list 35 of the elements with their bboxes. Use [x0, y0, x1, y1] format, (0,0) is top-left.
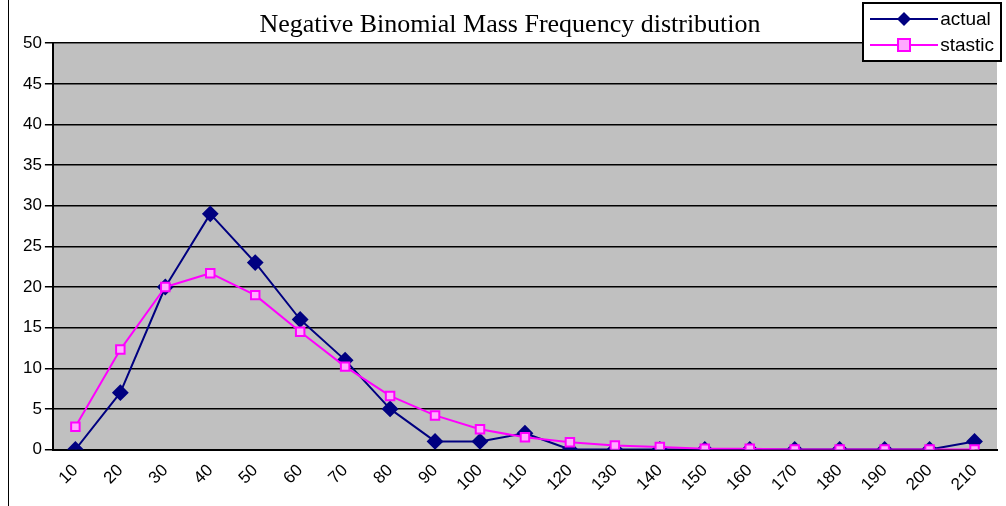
- chart-title: Negative Binomial Mass Frequency distribution: [259, 9, 761, 39]
- x-tick-label: 210: [947, 460, 981, 494]
- x-tick-label: 110: [498, 460, 532, 494]
- x-tick-label: 180: [812, 460, 846, 494]
- y-tick-label: 0: [32, 439, 42, 459]
- x-tick-label: 190: [857, 460, 891, 494]
- y-tick-label: 50: [22, 32, 42, 52]
- x-tick-label: 90: [414, 460, 442, 488]
- x-tick-label: 150: [677, 460, 711, 494]
- x-tick-label: 80: [369, 460, 397, 488]
- x-tick-label: 100: [452, 460, 487, 494]
- legend-label: actual: [940, 8, 991, 30]
- x-tick-label: 50: [234, 460, 262, 488]
- legend-label: stastic: [940, 34, 994, 56]
- x-tick-label: 40: [189, 460, 217, 488]
- y-tick-label: 35: [22, 154, 42, 174]
- x-tick-label: 160: [722, 460, 756, 494]
- y-tick-label: 20: [22, 276, 42, 296]
- x-tick-label: 120: [542, 460, 577, 494]
- x-tick-label: 200: [902, 460, 936, 494]
- x-tick-label: 140: [632, 460, 666, 494]
- x-tick-label: 30: [144, 460, 172, 488]
- y-tick-label: 45: [22, 73, 42, 93]
- x-tick-label: 60: [279, 460, 307, 488]
- y-tick-label: 30: [22, 195, 42, 215]
- y-tick-label: 10: [22, 357, 42, 377]
- y-tick-label: 15: [22, 317, 42, 337]
- x-tick-label: 70: [324, 460, 352, 488]
- y-tick-label: 25: [22, 236, 42, 256]
- x-tick-label: 10: [54, 460, 82, 488]
- x-tick-label: 170: [767, 460, 801, 494]
- x-tick-label: 130: [587, 460, 622, 494]
- y-tick-label: 40: [22, 114, 42, 134]
- y-tick-label: 5: [32, 398, 42, 418]
- x-tick-label: 20: [99, 460, 127, 488]
